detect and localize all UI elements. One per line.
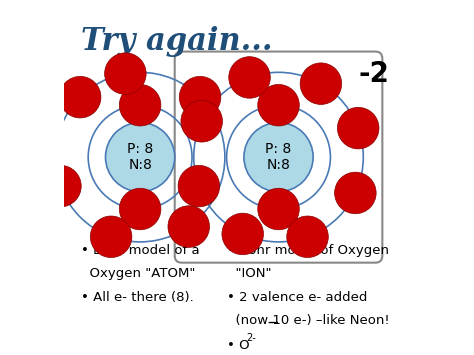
Circle shape [119,84,161,126]
Circle shape [181,100,222,142]
Circle shape [244,122,313,192]
Text: P: 8
N:8: P: 8 N:8 [127,142,153,172]
Circle shape [119,188,161,230]
Text: • Bohr model of Oxygen: • Bohr model of Oxygen [227,244,389,257]
Text: • All e- there (8).: • All e- there (8). [81,291,194,304]
Circle shape [178,165,219,207]
Circle shape [168,206,210,247]
Circle shape [337,107,379,149]
Text: 2-: 2- [246,333,256,343]
Text: "ION": "ION" [227,267,271,280]
Circle shape [106,122,175,192]
Circle shape [335,172,376,214]
Circle shape [40,165,81,207]
Circle shape [258,188,299,230]
Text: P: 8
N:8: P: 8 N:8 [265,142,292,172]
Circle shape [229,57,270,98]
Text: Oxygen "ATOM": Oxygen "ATOM" [81,267,196,280]
FancyBboxPatch shape [175,51,383,263]
Text: (now 10 e-) –like Neon!: (now 10 e-) –like Neon! [227,314,389,327]
Circle shape [287,216,328,257]
Circle shape [258,84,299,126]
Circle shape [300,63,342,104]
Text: • Bohr model of a: • Bohr model of a [81,244,200,257]
Circle shape [105,53,146,94]
Text: • 2 valence e- added: • 2 valence e- added [227,291,367,304]
Text: Try again...: Try again... [81,26,273,56]
Circle shape [91,216,132,257]
Circle shape [179,76,221,118]
Circle shape [222,213,264,255]
Text: -2: -2 [358,60,389,88]
Circle shape [59,76,101,118]
Text: • O: • O [227,339,249,352]
